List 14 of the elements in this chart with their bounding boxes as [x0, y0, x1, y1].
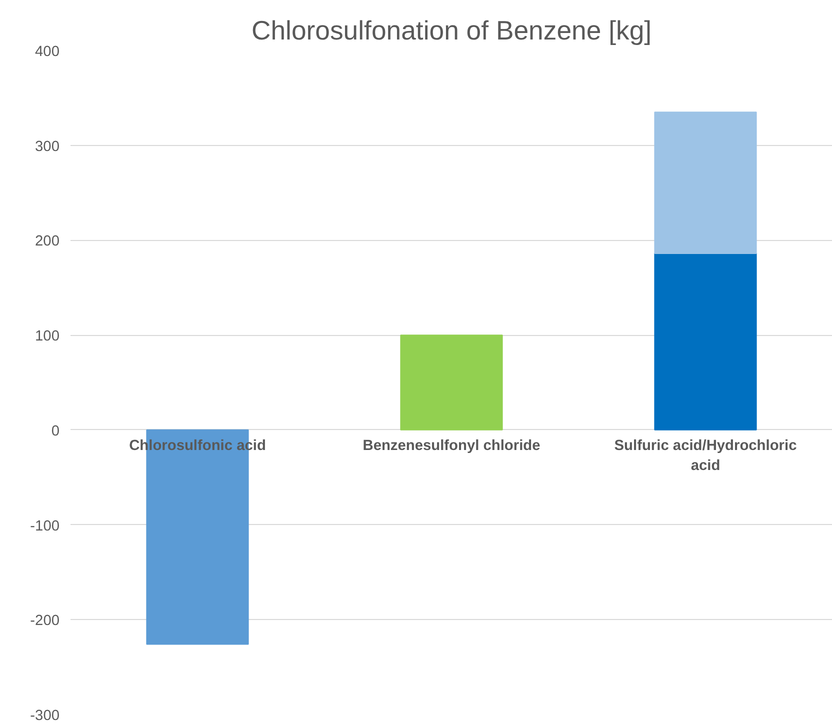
y-tick-label: -300 — [30, 708, 60, 724]
y-tick-label: 300 — [35, 138, 60, 155]
y-tick-label: 200 — [35, 234, 60, 250]
x-tick-label: Benzenesulfonyl chloride — [362, 438, 540, 454]
x-tick-label: Sulfuric acid/Hydrochloric acid — [614, 438, 797, 474]
y-tick-label: -200 — [30, 613, 60, 630]
y-tick-label: -100 — [30, 518, 60, 534]
y-tick-label: 0 — [51, 423, 60, 440]
y-tick-label: 100 — [35, 328, 60, 345]
bar — [654, 252, 757, 430]
bar — [400, 334, 503, 430]
chart-title: Chlorosulfonation of Benzene [kg] — [251, 16, 652, 46]
y-tick-label: 400 — [35, 44, 60, 60]
bar — [654, 112, 757, 254]
